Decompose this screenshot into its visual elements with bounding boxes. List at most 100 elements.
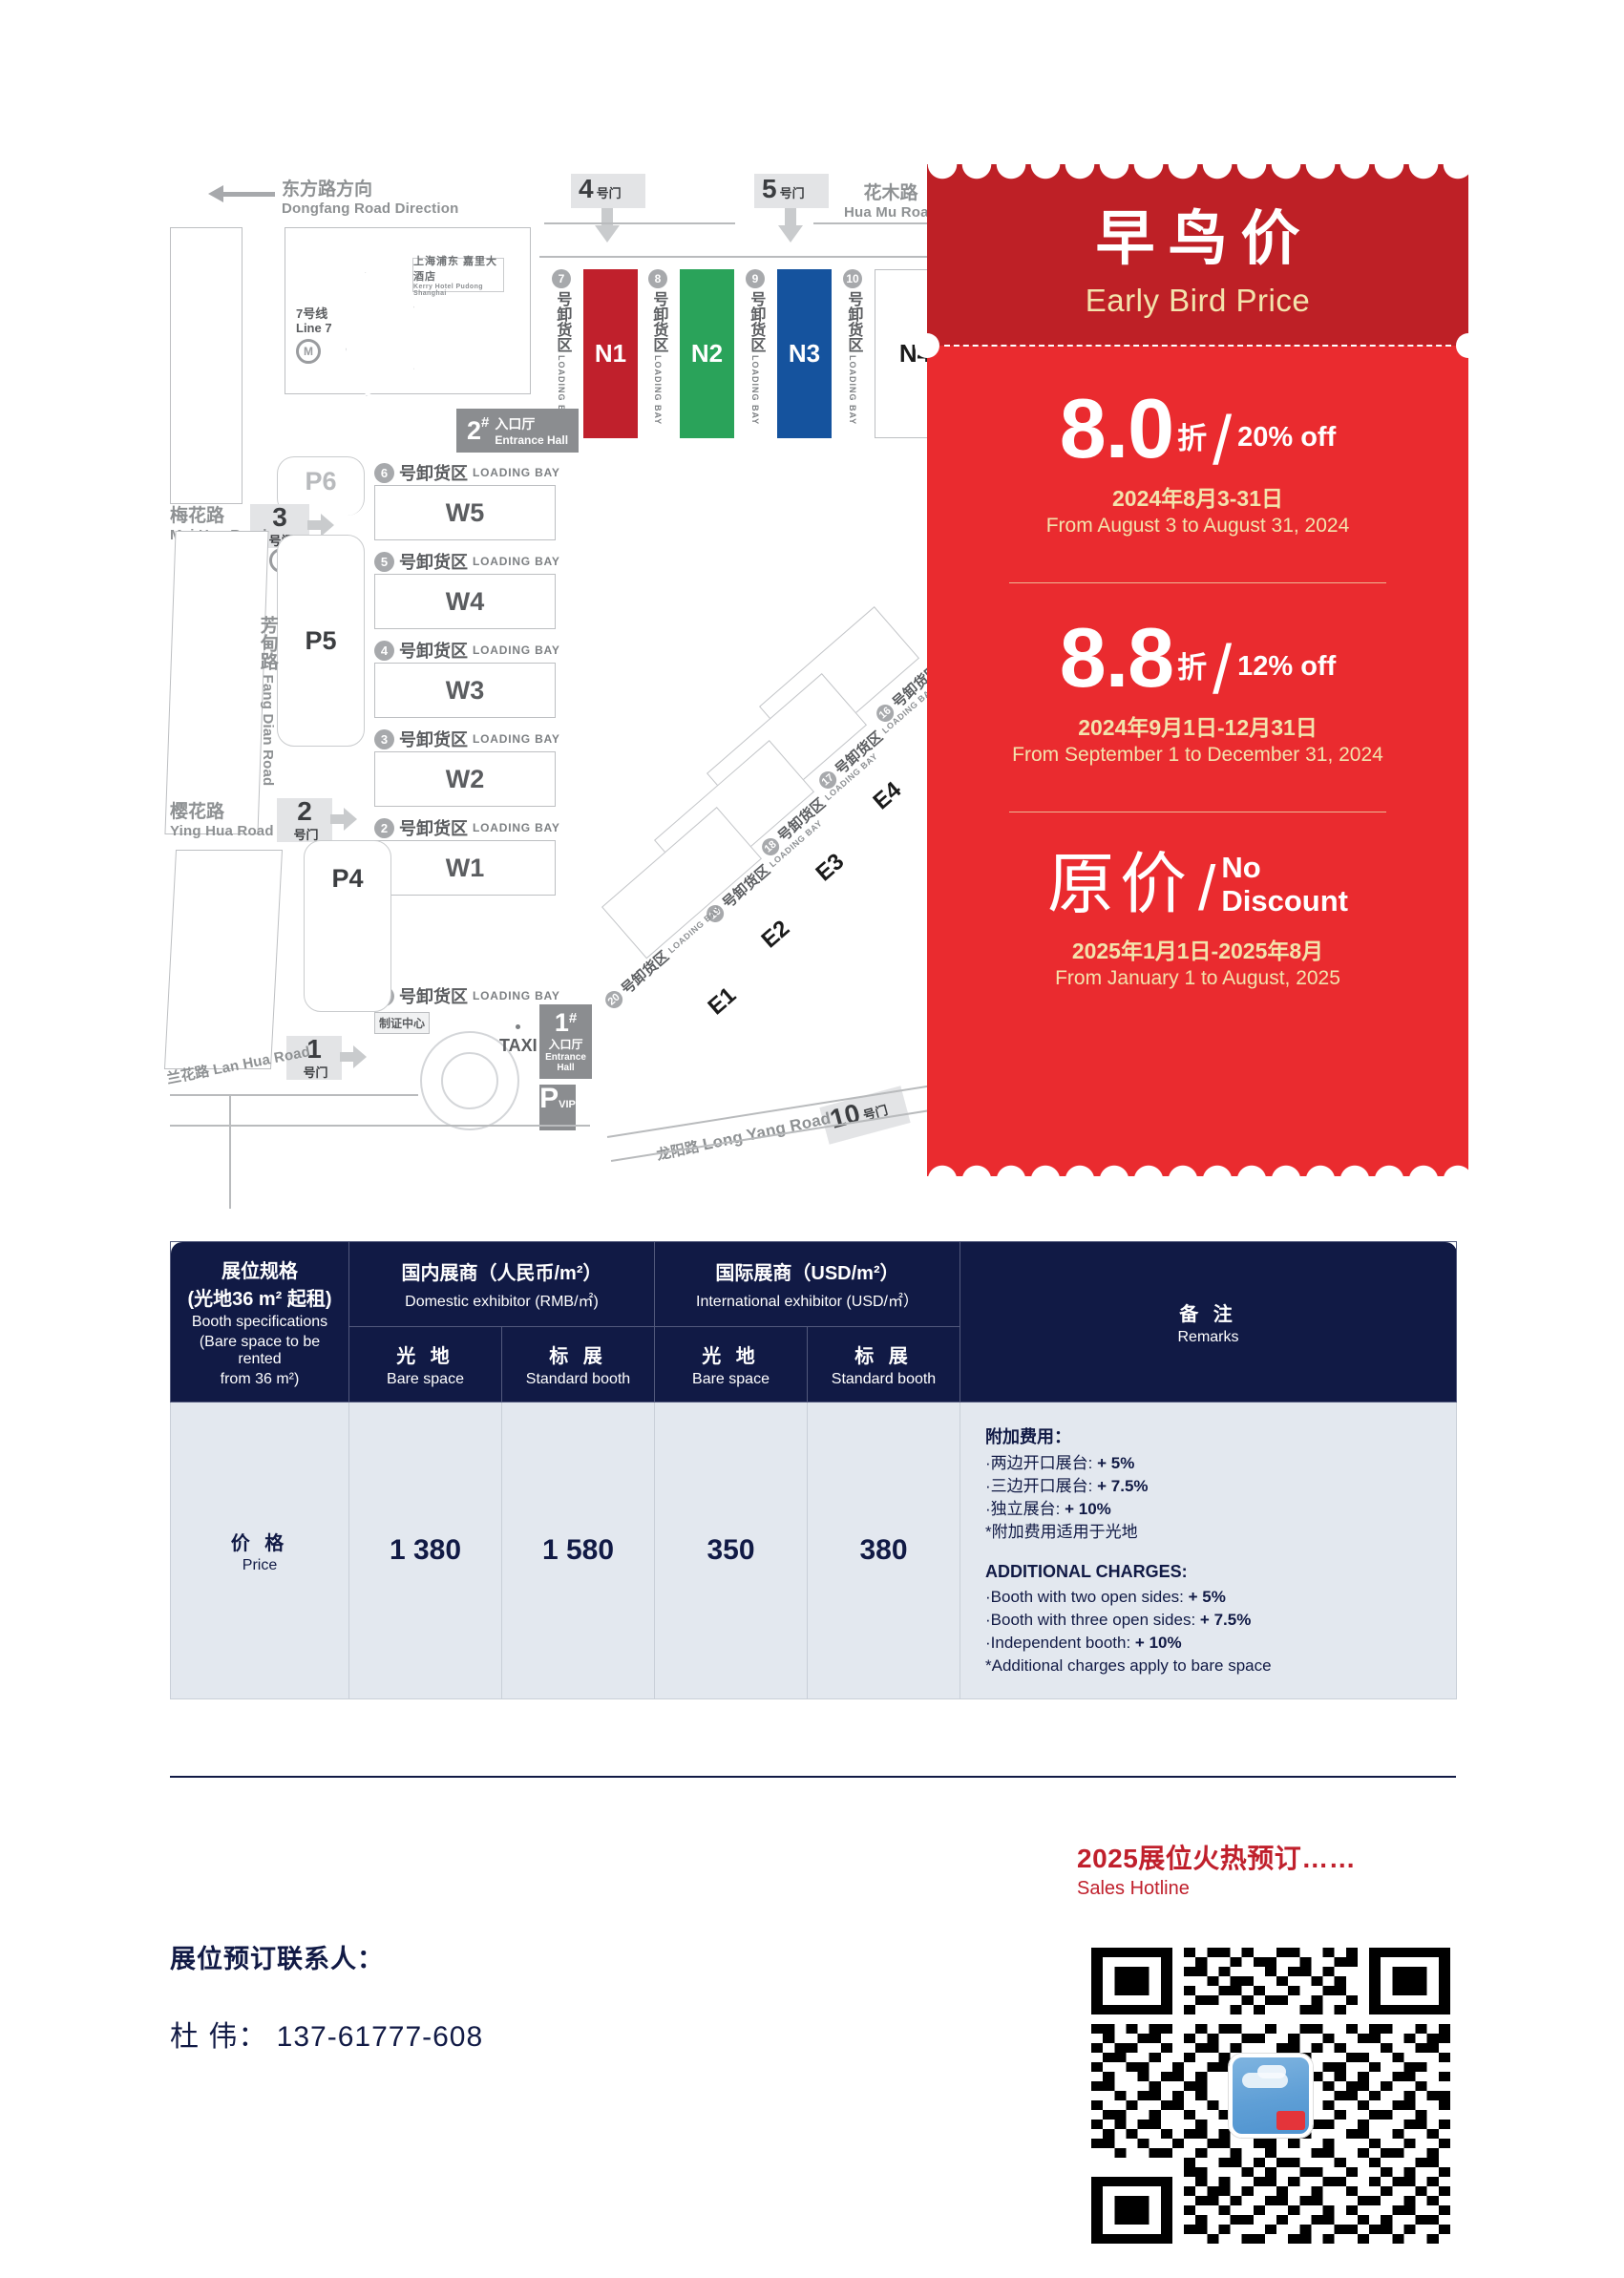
wechat-qr-code[interactable]: [1080, 1938, 1462, 2253]
entrance-hall-2[interactable]: 2 # 入口厅 Entrance Hall: [456, 409, 579, 453]
road-label-en: Hua Mu Road: [844, 203, 939, 221]
taxi-dot-icon: [516, 1024, 520, 1029]
hall-n1[interactable]: N1: [583, 269, 638, 438]
coupon-title-cn: 早鸟价: [1095, 206, 1314, 272]
road-line-top: [544, 222, 735, 224]
flag-icon: [1276, 2111, 1305, 2130]
remarks-cn-item-text: ·独立展台:: [985, 1500, 1065, 1519]
metro-label-cn: 7号线: [296, 306, 328, 321]
road-label-cn: 东方路方向: [282, 179, 373, 200]
hall-w5[interactable]: W5: [374, 485, 556, 540]
remarks-en-item: ·Booth with three open sides: + 7.5%: [985, 1609, 1431, 1632]
road-line-bottom-h2: [170, 1094, 418, 1096]
hall-label: N3: [788, 339, 821, 368]
deal-period-cn: 2024年9月1日-12月31日: [1078, 715, 1318, 741]
loading-bay-number: 6: [374, 462, 394, 483]
hall-label: W3: [445, 675, 485, 705]
remarks-en-item-text: ·Booth with two open sides:: [985, 1587, 1189, 1606]
road-label-cn: 芳甸路: [257, 616, 278, 670]
gate-number: 5: [762, 174, 777, 203]
spec-cn-line1: 展位规格: [221, 1261, 298, 1282]
hall-label: W4: [445, 586, 485, 616]
remarks-en-item-text: ·Booth with three open sides:: [985, 1610, 1200, 1629]
parking-p-label: P: [539, 1083, 559, 1114]
price-table: 展位规格 (光地36 m² 起租) Booth specifications (…: [170, 1240, 1457, 1699]
spec-en-line1: Booth specifications: [191, 1314, 328, 1330]
road-label-dongfang: 东方路方向 Dongfang Road Direction: [282, 179, 458, 217]
remarks-cn-item: ·两边开口展台: + 5%: [985, 1452, 1431, 1475]
gate-2[interactable]: 2 号门: [277, 795, 332, 842]
remarks-cn-item: ·三边开口展台: + 7.5%: [985, 1475, 1431, 1498]
road-label-longyang: 龙阳路 Long Yang Road: [655, 1109, 833, 1166]
deal-off-label: 20% off: [1237, 422, 1337, 453]
deal-discount-row: 8.0 折 / 20% off: [927, 386, 1468, 475]
road-label-huamu: 花木路 Hua Mu Road: [844, 183, 938, 221]
gate-number: 2: [297, 795, 312, 826]
parking-p5: P5: [277, 535, 365, 747]
spec-cn-line2: (光地36 m² 起租): [187, 1289, 332, 1310]
remarks-cn-item-value: + 5%: [1097, 1454, 1135, 1472]
loading-bay-10: 10 号卸货区 LOADING BAY: [843, 269, 862, 425]
gate-1[interactable]: 1 号门: [286, 1033, 342, 1080]
header-international: 国际展商（USD/m²） International exhibitor (US…: [654, 1240, 960, 1328]
deal-discount-value: 8.8: [1059, 610, 1174, 705]
footer-divider: [170, 1776, 1456, 1778]
entrance-hall-1[interactable]: 1 # 入口厅 Entrance Hall: [539, 1004, 592, 1079]
entrance-cn: 入口厅: [495, 416, 536, 432]
remarks-en: Remarks: [1177, 1328, 1239, 1345]
loading-bay-5: 5 号卸货区 LOADING BAY: [374, 549, 560, 574]
gate-label: 号门: [779, 186, 805, 200]
dongfang-direction-arrow: [208, 185, 275, 202]
gate-label: 号门: [303, 1065, 328, 1080]
gate-1-arrow-icon: [340, 1045, 367, 1068]
no-discount-period-en: From January 1 to August, 2025: [1055, 967, 1340, 990]
hotline-title-en: Sales Hotline: [1077, 1878, 1190, 1899]
remarks-cn-note: *附加费用适用于光地: [985, 1523, 1138, 1542]
remarks-en-item: ·Independent booth: + 10%: [985, 1632, 1431, 1655]
metro-logo-icon: M: [296, 338, 321, 364]
badge-center-label: 制证中心: [374, 1012, 431, 1034]
entrance-number: 1: [554, 1008, 569, 1037]
loading-bay-en: LOADING BAY: [557, 355, 566, 426]
deal-zhe-label: 折: [1177, 422, 1208, 456]
gate-5[interactable]: 5 号门: [754, 174, 829, 208]
hall-n2[interactable]: N2: [680, 269, 734, 438]
loading-bay-7: 7 号卸货区 LOADING BAY: [552, 269, 571, 425]
gate-number: 1: [306, 1033, 322, 1064]
road-label-cn: 梅花路: [170, 506, 225, 526]
loading-bay-number: 9: [746, 269, 765, 288]
bare-cn: 光 地: [396, 1346, 454, 1368]
map-block-left-top: [170, 227, 243, 504]
entrance-hash: #: [568, 1010, 578, 1026]
loading-bay-3: 3 号卸货区 LOADING BAY: [374, 727, 560, 751]
entrance-hash: #: [480, 414, 490, 431]
loading-bay-2: 2 号卸货区 LOADING BAY: [374, 815, 560, 840]
loading-bay-number: 5: [374, 551, 394, 572]
remarks-spacer: [985, 1545, 1431, 1562]
entrance-cn: 入口厅: [548, 1038, 583, 1051]
no-discount-slash-icon: /: [1198, 853, 1216, 924]
international-en: International exhibitor (USD/㎡）: [696, 1294, 918, 1311]
qr-code-image: [1080, 1938, 1462, 2253]
spec-en-line2: (Bare space to be rented: [199, 1334, 321, 1367]
road-line-vert-left: [229, 1094, 231, 1209]
hotel-name-en: Kerry Hotel Pudong Shanghai: [413, 284, 483, 297]
loading-bay-en: LOADING BAY: [473, 989, 560, 1002]
contact-name-phone: 杜 伟： 137-61777-608: [170, 2021, 484, 2053]
gate-4[interactable]: 4 号门: [571, 174, 645, 208]
loading-bay-number: 3: [374, 728, 394, 749]
gate-number: 3: [272, 501, 287, 532]
price-label-cn: 价 格: [230, 1532, 289, 1554]
hall-w1[interactable]: W1: [374, 840, 556, 896]
hall-w3[interactable]: W3: [374, 663, 556, 718]
hall-w2[interactable]: W2: [374, 751, 556, 807]
gate-4-arrow-icon: [595, 208, 620, 243]
standard-cn: 标 展: [854, 1346, 913, 1368]
hall-w4[interactable]: W4: [374, 574, 556, 629]
gate-number: 4: [579, 174, 594, 203]
remarks-cn-item-value: + 7.5%: [1097, 1477, 1149, 1496]
hall-label: W1: [445, 853, 485, 882]
hall-n3[interactable]: N3: [777, 269, 832, 438]
no-discount-label-en: No Discount: [1221, 851, 1348, 918]
header-remarks: 备 注 Remarks: [960, 1241, 1457, 1403]
